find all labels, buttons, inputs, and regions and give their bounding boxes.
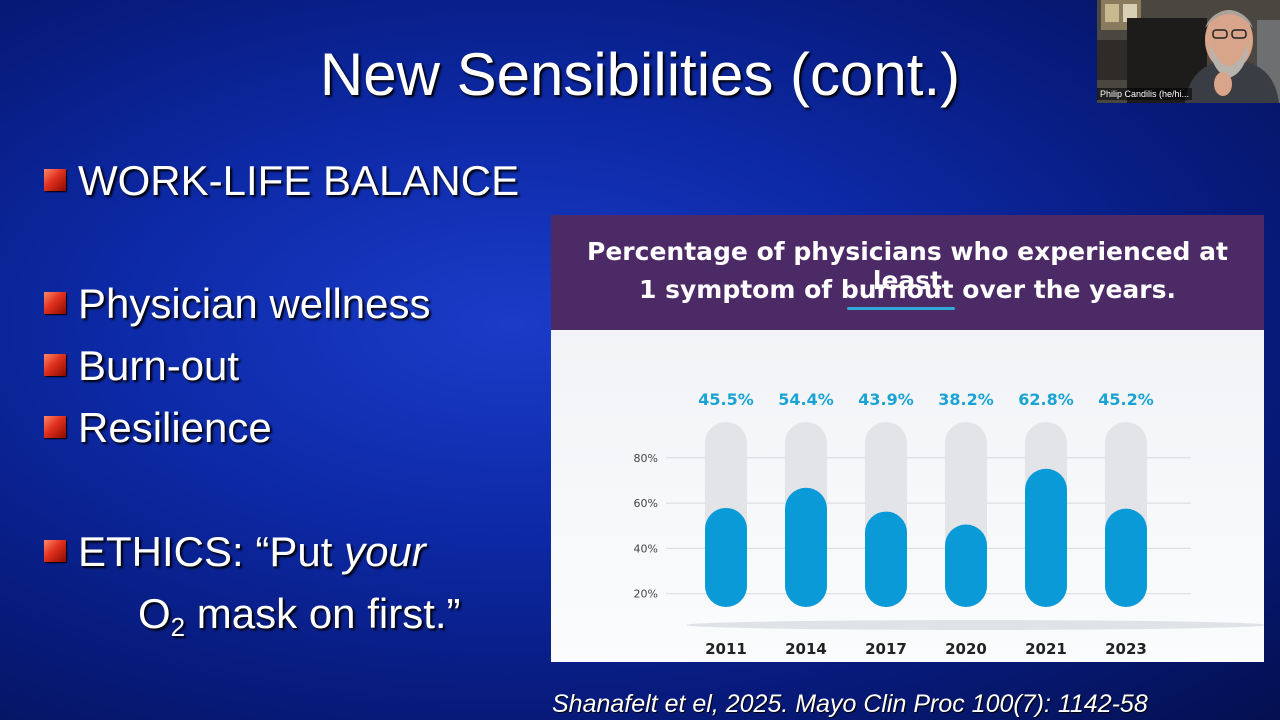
bullet-burn-out: Burn-out — [44, 342, 239, 390]
bar-value-label: 45.5% — [698, 390, 754, 409]
y-tick-label: 20% — [634, 588, 658, 601]
ethics-emphasis: your — [344, 528, 426, 575]
bar — [705, 507, 747, 607]
ethics-rest: mask on first.” — [185, 590, 461, 637]
ethics-o: O — [138, 590, 171, 637]
bullet-marker-icon — [44, 540, 66, 562]
ethics-line-2: O2 mask on first.” — [138, 590, 461, 651]
bar — [865, 511, 907, 607]
x-category-label: 2020 — [945, 640, 987, 658]
citation: Shanafelt et el, 2025. Mayo Clin Proc 10… — [552, 690, 1148, 718]
bar — [1105, 508, 1147, 607]
bar — [945, 524, 987, 607]
bullet-work-life-balance: WORK-LIFE BALANCE — [44, 157, 519, 205]
bar-value-label: 38.2% — [938, 390, 994, 409]
y-tick-label: 60% — [634, 497, 658, 510]
bar — [785, 487, 827, 607]
slide-title: New Sensibilities (cont.) — [319, 41, 961, 108]
bullet-text: Resilience — [78, 404, 272, 451]
bullet-physician-wellness: Physician wellness — [44, 280, 431, 328]
y-tick-label: 40% — [634, 542, 658, 555]
burnout-bar-chart: 20% 40% 60% 80% 45.5% 2011 54.4% 2014 43.9% 2017 3… — [634, 390, 1266, 658]
participant-name: Philip Candilis (he/hi... — [1097, 88, 1193, 100]
chart-header: Percentage of physicians who experienced… — [551, 215, 1264, 330]
x-category-label: 2014 — [785, 640, 827, 658]
bar-value-label: 62.8% — [1018, 390, 1074, 409]
x-category-label: 2017 — [865, 640, 907, 658]
x-category-label: 2021 — [1025, 640, 1067, 658]
bullet-marker-icon — [44, 354, 66, 376]
bullet-text: WORK-LIFE BALANCE — [78, 157, 520, 204]
bar-value-label: 54.4% — [778, 390, 834, 409]
chart-title-line-1: Percentage of physicians who experienced… — [587, 237, 1228, 295]
x-category-label: 2023 — [1105, 640, 1147, 658]
bullet-ethics: ETHICS: “Put your — [44, 528, 426, 576]
bar-value-label: 45.2% — [1098, 390, 1154, 409]
bullet-marker-icon — [44, 292, 66, 314]
ethics-prefix: ETHICS: “Put — [78, 528, 345, 575]
participant-video-tile[interactable]: Philip Candilis (he/hi... — [1097, 0, 1280, 103]
bullet-marker-icon — [44, 416, 66, 438]
y-tick-label: 80% — [634, 452, 658, 465]
bullet-text: Burn-out — [78, 342, 240, 389]
bar — [1025, 468, 1067, 607]
burnout-chart-panel: Percentage of physicians who experienced… — [551, 215, 1266, 662]
bar-value-label: 43.9% — [858, 390, 914, 409]
participant-video-feed — [1097, 0, 1280, 103]
bullet-marker-icon — [44, 169, 66, 191]
chart-body: 20% 40% 60% 80% 45.5% 2011 54.4% 2014 43.9% 2017 3… — [551, 330, 1266, 662]
bullet-text: Physician wellness — [78, 280, 431, 327]
burnout-underline — [847, 307, 955, 310]
baseline-shadow — [686, 620, 1266, 630]
bullet-resilience: Resilience — [44, 404, 272, 452]
ethics-subscript: 2 — [170, 612, 186, 642]
x-category-label: 2011 — [705, 640, 747, 658]
chart-title-line-2: 1 symptom of burnout over the years. — [639, 275, 1176, 304]
